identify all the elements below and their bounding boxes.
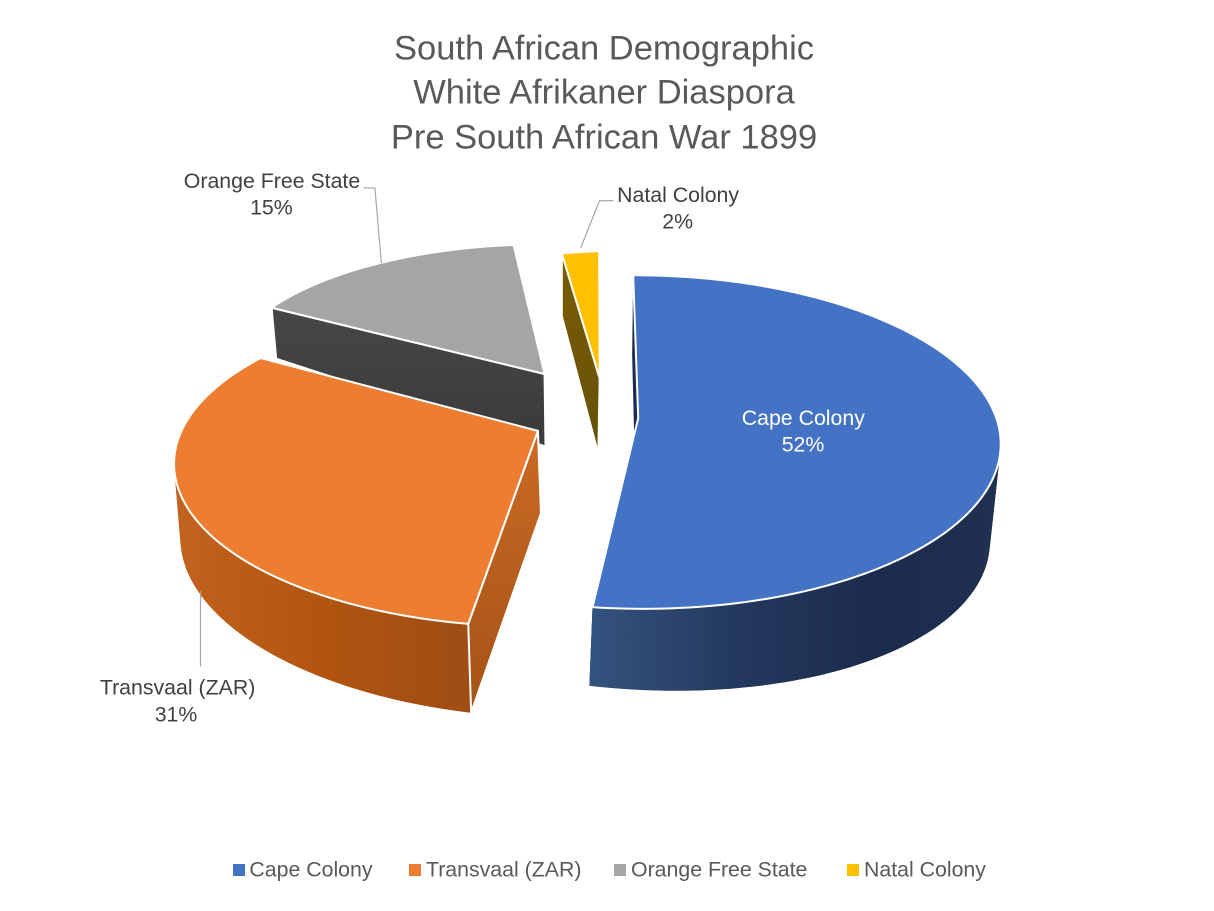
svg-text:White Afrikaner Diaspora: White Afrikaner Diaspora <box>413 74 795 112</box>
svg-text:52%: 52% <box>782 433 825 457</box>
svg-text:2%: 2% <box>662 210 693 234</box>
svg-text:15%: 15% <box>250 196 293 220</box>
svg-text:Cape Colony: Cape Colony <box>249 858 372 882</box>
svg-text:31%: 31% <box>155 703 198 727</box>
svg-text:Cape Colony: Cape Colony <box>742 406 865 430</box>
svg-text:Pre South African War 1899: Pre South African War 1899 <box>391 118 817 156</box>
svg-text:Transvaal (ZAR): Transvaal (ZAR) <box>100 676 255 700</box>
svg-text:Orange Free State: Orange Free State <box>631 858 807 882</box>
svg-text:Orange Free State: Orange Free State <box>184 169 360 193</box>
svg-text:Natal Colony: Natal Colony <box>864 858 986 882</box>
svg-text:Transvaal (ZAR): Transvaal (ZAR) <box>426 858 581 882</box>
svg-text:South African Demographic: South African Demographic <box>394 29 814 67</box>
svg-text:Natal Colony: Natal Colony <box>617 183 739 207</box>
